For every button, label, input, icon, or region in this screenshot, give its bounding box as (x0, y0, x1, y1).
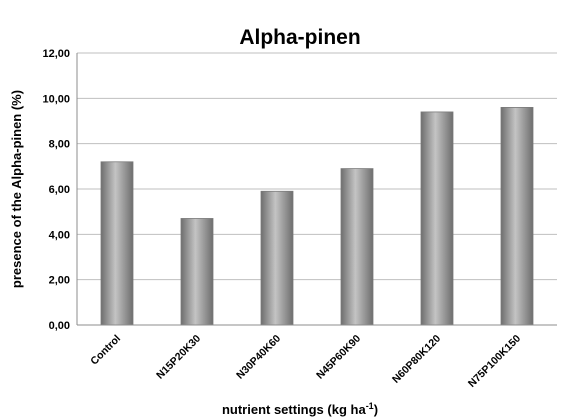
y-tick-label: 10,00 (42, 93, 70, 105)
x-category-label: N75P100K150 (466, 333, 523, 390)
x-axis-category-labels: Control N15P20K30 N30P40K60 N45P60K90 N60P80… (88, 333, 523, 390)
bar-control (100, 161, 134, 326)
x-category-label: N15P20K30 (154, 333, 203, 382)
y-axis-title: presence of the Alpha-pinen (%) (9, 90, 24, 288)
bar-n15p20k30 (180, 218, 214, 326)
chart-title: Alpha-pinen (239, 26, 360, 49)
x-axis-title-text: nutrient settings (kg ha (222, 402, 367, 417)
bar-n75p100k150 (500, 107, 534, 326)
x-category-label: N30P40K60 (234, 333, 283, 382)
x-category-label: Control (88, 333, 123, 368)
bar-n60p80k120 (420, 111, 454, 326)
gridlines (77, 52, 557, 281)
y-tick-label: 6,00 (49, 184, 70, 196)
y-tick-label: 12,00 (42, 48, 70, 60)
x-axis-title-close-paren: ) (374, 402, 378, 417)
bars (100, 107, 534, 326)
bar-n30p40k60 (260, 190, 294, 326)
bar-n45p60k90 (340, 168, 374, 326)
y-axis-tick-labels: 0,00 2,00 4,00 6,00 8,00 10,00 12,00 (42, 48, 70, 332)
x-category-label: N60P80K120 (390, 333, 443, 386)
y-tick-label: 4,00 (49, 229, 70, 241)
y-tick-label: 2,00 (49, 275, 70, 287)
x-axis-title-unit-superscript: -1 (366, 401, 374, 411)
y-tick-label: 8,00 (49, 139, 70, 151)
x-category-label: N45P60K90 (314, 333, 363, 382)
x-axis-title: nutrient settings (kg ha-1) (222, 401, 378, 417)
y-tick-label: 0,00 (49, 320, 70, 332)
